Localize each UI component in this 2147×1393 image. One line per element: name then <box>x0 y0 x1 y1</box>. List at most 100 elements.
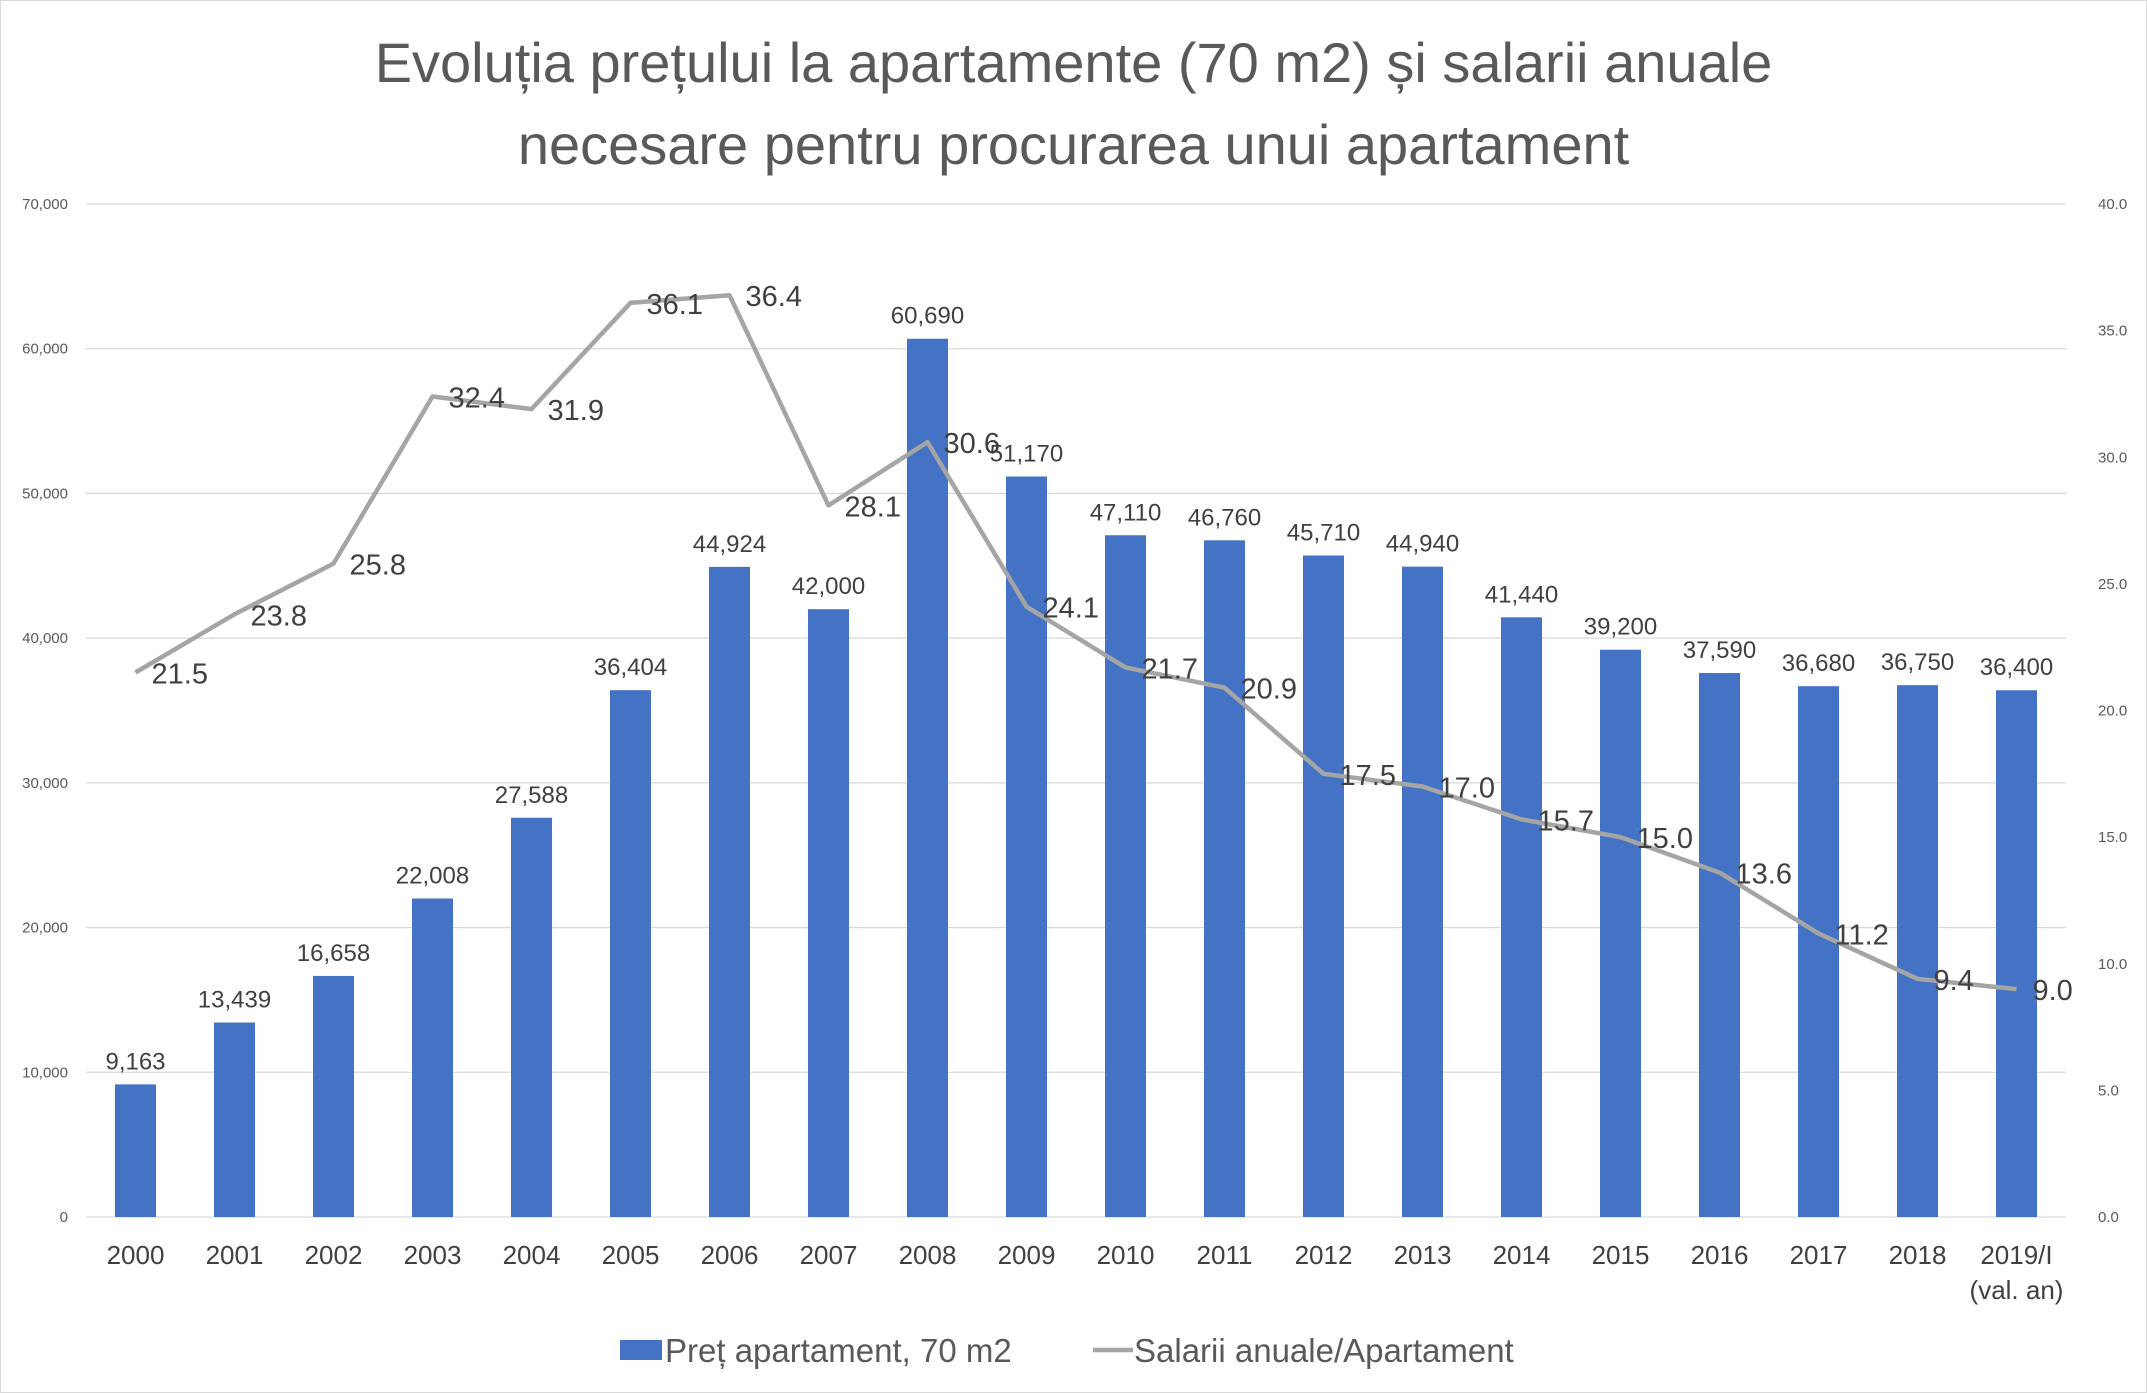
line-data-label: 36.1 <box>647 289 703 321</box>
bar-data-label: 27,588 <box>495 782 568 809</box>
bar-data-label: 13,439 <box>198 987 271 1014</box>
bar-data-label: 36,404 <box>594 654 667 681</box>
line-data-label: 15.0 <box>1637 823 1693 855</box>
bar-data-label: 36,750 <box>1881 649 1954 676</box>
bar-data-label: 45,710 <box>1287 520 1360 547</box>
y-right-tick-label: 35.0 <box>2098 323 2127 340</box>
bar <box>1798 686 1839 1217</box>
bar-data-label: 41,440 <box>1485 581 1558 608</box>
bar <box>1897 685 1938 1217</box>
x-tick-label: 2002 <box>305 1240 363 1270</box>
bar-data-label: 22,008 <box>396 863 469 890</box>
y-right-tick-label: 10.0 <box>2098 956 2127 973</box>
x-tick-label: 2000 <box>107 1240 165 1270</box>
line-data-label: 11.2 <box>1835 919 1889 951</box>
y-right-tick-label: 25.0 <box>2098 576 2127 593</box>
line-data-label: 21.7 <box>1142 653 1198 685</box>
y-left-tick-label: 20,000 <box>22 920 68 937</box>
bar <box>1204 540 1245 1217</box>
bar <box>1303 555 1344 1217</box>
line-data-label: 13.6 <box>1736 859 1792 891</box>
bar <box>709 566 750 1217</box>
x-tick-label: 2017 <box>1790 1240 1848 1270</box>
legend-swatch-bar <box>620 1340 662 1360</box>
y-left-tick-label: 0 <box>60 1209 68 1226</box>
line-data-label: 36.4 <box>746 281 802 313</box>
line-data-label: 9.4 <box>1934 965 1974 997</box>
x-tick-label: 2008 <box>899 1240 957 1270</box>
line-data-label: 24.1 <box>1043 593 1099 625</box>
bar-data-label: 36,400 <box>1980 654 2053 681</box>
line-data-label: 15.7 <box>1538 805 1594 837</box>
bar <box>313 975 354 1217</box>
x-tick-label: 2019/I <box>1980 1240 2052 1270</box>
bar-data-label: 44,924 <box>693 531 766 558</box>
y-right-tick-label: 15.0 <box>2098 829 2127 846</box>
y-right-tick-label: 20.0 <box>2098 703 2127 720</box>
y-left-tick-label: 50,000 <box>22 485 68 502</box>
line-series <box>134 292 2017 992</box>
chart-title-line-1: Evoluția prețului la apartamente (70 m2)… <box>374 31 1773 94</box>
bar <box>808 609 849 1217</box>
bar <box>1105 535 1146 1217</box>
x-tick-label: 2016 <box>1691 1240 1749 1270</box>
legend-label-line: Salarii anuale/Apartament <box>1134 1332 1514 1369</box>
bar-data-label: 16,658 <box>297 940 370 967</box>
bar <box>1402 566 1443 1217</box>
bar <box>1996 690 2037 1217</box>
y-left-tick-label: 70,000 <box>22 196 68 213</box>
x-tick-label: 2001 <box>206 1240 264 1270</box>
x-tick-label: 2011 <box>1197 1240 1253 1270</box>
bar-data-label: 51,170 <box>990 440 1063 467</box>
x-tick-label: 2006 <box>701 1240 759 1270</box>
x-tick-label: 2005 <box>602 1240 660 1270</box>
bar-data-label: 36,680 <box>1782 650 1855 677</box>
line-data-label: 25.8 <box>350 550 406 582</box>
line-data-label: 31.9 <box>548 395 604 427</box>
bar <box>412 898 453 1217</box>
bar-data-label: 37,590 <box>1683 637 1756 664</box>
line-data-label: 9.0 <box>2033 975 2073 1007</box>
line-data-label: 17.5 <box>1340 760 1396 792</box>
bar <box>511 817 552 1217</box>
y-left-tick-label: 40,000 <box>22 630 68 647</box>
bar-data-label: 44,940 <box>1386 531 1459 558</box>
legend-label-bar: Preț apartament, 70 m2 <box>665 1332 1012 1369</box>
x-tick-label: 2003 <box>404 1240 462 1270</box>
bar-data-label: 60,690 <box>891 303 964 330</box>
bar-data-label: 46,760 <box>1188 504 1261 531</box>
line-data-label: 17.0 <box>1439 772 1495 804</box>
y-left-tick-label: 30,000 <box>22 775 68 792</box>
y-right-tick-label: 5.0 <box>2098 1082 2119 1099</box>
line-data-label: 28.1 <box>845 491 901 523</box>
y-right-tick-label: 30.0 <box>2098 449 2127 466</box>
bar <box>1006 476 1047 1217</box>
bar-data-label: 39,200 <box>1584 614 1657 641</box>
x-tick-label: 2010 <box>1097 1240 1155 1270</box>
chart-title-line-2: necesare pentru procurarea unui apartame… <box>517 113 1630 176</box>
y-right-tick-label: 40.0 <box>2098 196 2127 213</box>
line-data-label: 21.5 <box>152 659 208 691</box>
x-tick-label: 2012 <box>1295 1240 1353 1270</box>
line-data-label: 32.4 <box>449 382 505 414</box>
x-tick-label: 2014 <box>1493 1240 1551 1270</box>
y-left-tick-label: 60,000 <box>22 341 68 358</box>
x-tick-label: (val. an) <box>1970 1275 2064 1305</box>
x-tick-label: 2018 <box>1889 1240 1947 1270</box>
line-data-label: 30.6 <box>944 428 1000 460</box>
y-left-tick-label: 10,000 <box>22 1064 68 1081</box>
bar <box>907 338 948 1217</box>
y-right-tick-label: 0.0 <box>2098 1209 2119 1226</box>
bar <box>1501 617 1542 1217</box>
x-tick-label: 2013 <box>1394 1240 1452 1270</box>
bar-data-label: 42,000 <box>792 573 865 600</box>
line-data-label: 23.8 <box>251 600 307 632</box>
chart-title: Evoluția prețului la apartamente (70 m2)… <box>0 22 2147 186</box>
bar-data-label: 47,110 <box>1090 499 1162 526</box>
bar <box>214 1022 255 1217</box>
bar-data-label: 9,163 <box>105 1048 165 1075</box>
bar <box>1600 649 1641 1217</box>
bar <box>1699 673 1740 1217</box>
